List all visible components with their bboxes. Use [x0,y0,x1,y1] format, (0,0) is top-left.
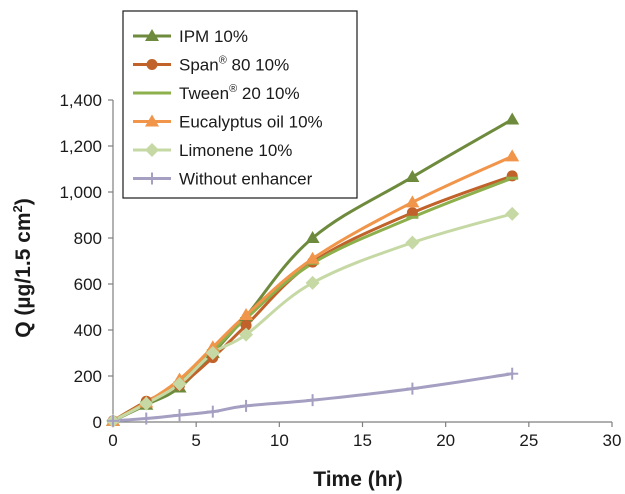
y-axis-title-main: Q (µg/1.5 cm [12,212,35,337]
y-tick-label: 0 [93,413,102,432]
legend-marker [145,114,159,127]
x-tick-label: 30 [603,431,622,450]
y-tick-label: 200 [74,367,102,386]
x-tick-label: 5 [191,431,200,450]
data-point [173,409,186,422]
legend-label: IPM 10% [179,27,248,46]
x-tick-label: 10 [270,431,289,450]
data-point [405,235,420,250]
legend: IPM 10% Span® 80 10% Tween® 20 10% Eucalypt… [122,10,358,199]
data-point [139,396,154,411]
series-line [111,212,514,423]
legend-label: Span® 80 10% [179,55,289,75]
legend-marker [146,172,158,185]
data-point [240,319,252,331]
legend-marker [145,29,159,41]
data-point [505,206,520,221]
legend-item: Tween® 20 10% [133,83,300,103]
x-tick-label: 0 [108,431,117,450]
axis-ticks: 0 5 10 15 20 25 30 0 200 400 600 800 1,000 1,200 1,400 [59,91,621,450]
legend-box [122,10,358,199]
data-point [405,195,420,208]
y-axis-title-sup: 2 [10,205,25,212]
data-point [205,346,220,360]
legend-item: Limonene 10% [133,141,292,160]
legend-marker [146,59,158,70]
legend-label: Limonene 10% [179,141,292,160]
y-tick-label: 1,400 [59,91,102,110]
data-point [107,414,119,427]
data-point [306,394,319,407]
legend-marker [145,143,159,157]
y-axis-title-end: ) [12,198,35,205]
data-point [506,367,519,380]
legend-item: IPM 10% [133,27,248,46]
data-point [506,170,518,182]
data-point [172,377,187,392]
data-point [406,382,419,395]
data-point [305,275,320,290]
x-axis-title: Time (hr) [313,468,402,491]
data-point [206,405,219,418]
y-tick-label: 400 [74,321,102,340]
legend-item: Eucalyptus oil 10% [133,113,323,132]
data-point [405,170,420,183]
plot-area: 0 5 10 15 20 25 30 0 200 400 600 800 1,000 1,200 1,400 [59,91,621,450]
legend-items: IPM 10% Span® 80 10% Tween® 20 10% Eucalypt… [133,27,323,189]
series-markers [106,112,520,428]
y-tick-label: 1,200 [59,137,102,156]
data-point [505,112,520,125]
data-point [505,149,520,162]
legend-label: Without enhancer [179,170,313,189]
legend-item: Span® 80 10% [133,55,289,75]
data-point [239,327,254,342]
x-tick-label: 15 [353,431,372,450]
legend-item: Without enhancer [133,170,313,189]
data-point [140,412,153,425]
legend-label: Tween® 20 10% [179,83,300,103]
x-tick-label: 25 [519,431,538,450]
y-tick-label: 800 [74,229,102,248]
y-tick-label: 1,000 [59,183,102,202]
data-point [239,308,254,321]
x-tick-label: 20 [436,431,455,450]
data-point [305,231,320,243]
data-point [240,399,253,412]
data-point [305,251,320,264]
data-point [406,207,418,219]
y-axis-title: Q (µg/1.5 cm2) [10,198,35,338]
y-tick-label: 600 [74,275,102,294]
legend-label: Eucalyptus oil 10% [179,113,323,132]
